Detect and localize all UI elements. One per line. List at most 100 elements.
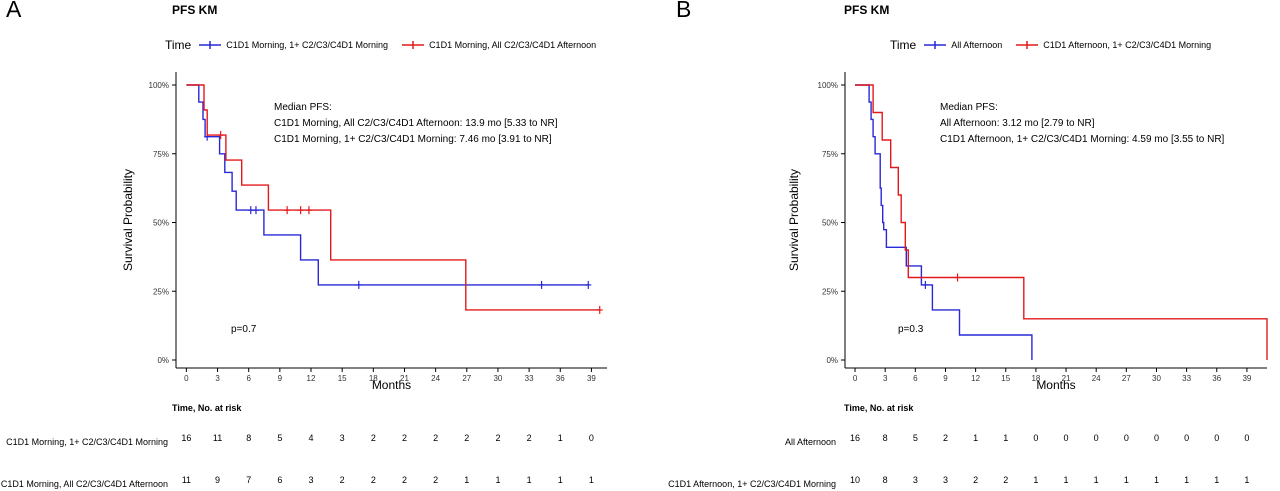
y-tick-label: 0% [157,356,169,365]
risk-value: 1 [589,475,594,485]
legend-title: Time [890,38,917,52]
legend-label: C1D1 Morning, 1+ C2/C3/C4D1 Morning [226,40,389,50]
x-tick-label: 18 [369,374,378,383]
risk-value: 16 [850,433,860,443]
y-axis-label: Survival Probability [121,169,135,271]
x-tick-label: 3 [883,374,888,383]
y-axis-label: Survival Probability [787,169,801,271]
median-pfs-annotation: C1D1 Afternoon, 1+ C2/C3/C4D1 Morning: 4… [940,134,1225,145]
risk-value: 1 [1184,475,1189,485]
risk-value: 1 [1003,433,1008,443]
x-tick-label: 9 [278,374,283,383]
x-tick-label: 6 [246,374,251,383]
risk-value: 1 [495,475,500,485]
risk-value: 1 [558,475,563,485]
panel-letter: B [676,0,692,22]
risk-value: 5 [913,433,918,443]
x-tick-label: 27 [1122,374,1131,383]
risk-value: 4 [309,433,314,443]
x-tick-label: 21 [1062,374,1071,383]
x-tick-label: 36 [1212,374,1221,383]
risk-value: 0 [1244,433,1249,443]
risk-value: 1 [558,433,563,443]
y-tick-label: 75% [822,150,838,159]
risk-value: 8 [883,433,888,443]
risk-value: 3 [913,475,918,485]
y-tick-label: 0% [826,356,838,365]
y-tick-label: 25% [153,287,169,296]
legend: Time All Afternoon C1D1 Afternoon, 1+ C2… [890,38,1225,52]
km-plot: 0%25%50%75%100%0 3 6 9 12 15 18 21 24 27 30 33 36 39M… [787,72,1268,392]
x-tick-label: 15 [338,374,347,383]
x-tick-label: 36 [556,374,565,383]
median-pfs-annotation: C1D1 Morning, 1+ C2/C3/C4D1 Morning: 7.4… [274,134,552,145]
risk-value: 2 [433,433,438,443]
p-value: p=0.3 [898,324,924,335]
risk-value: 2 [433,475,438,485]
risk-value: 2 [371,475,376,485]
legend-item: C1D1 Morning, All C2/C3/C4D1 Afternoon [402,40,596,50]
x-tick-label: 24 [1092,374,1101,383]
risk-value: 3 [340,433,345,443]
x-tick-label: 6 [913,374,918,383]
risk-value: 3 [309,475,314,485]
risk-value: 3 [943,475,948,485]
risk-value: 2 [495,433,500,443]
risk-value: 2 [1003,475,1008,485]
legend-key-red [1016,41,1039,49]
x-tick-label: 39 [587,374,596,383]
risk-value: 2 [402,433,407,443]
risk-value: 1 [1154,475,1159,485]
risk-value: 1 [527,475,532,485]
legend-item: All Afternoon [924,40,1002,50]
p-value: p=0.7 [231,324,257,335]
y-tick-label: 75% [153,150,169,159]
risk-row-label: C1D1 Afternoon, 1+ C2/C3/C4D1 Morning [668,479,836,489]
legend-item: C1D1 Afternoon, 1+ C2/C3/C4D1 Morning [1016,40,1211,50]
risk-row-label: C1D1 Morning, 1+ C2/C3/C4D1 Morning [6,437,168,447]
km-curve [855,84,1033,360]
risk-value: 2 [527,433,532,443]
risk-value: 0 [1184,433,1189,443]
x-tick-label: 21 [400,374,409,383]
risk-row-label: C1D1 Morning, All C2/C3/C4D1 Afternoon [0,479,168,489]
legend: Time C1D1 Morning, 1+ C2/C3/C4D1 Morning… [165,38,610,52]
risk-table: 16 11 8 5 4 3 2 2 2 2 2 2 1 011 9 7 6 3 2 2 2 2 1 1 1 1 1 [181,433,594,485]
risk-value: 10 [850,475,860,485]
km-curve [186,84,600,311]
x-tick-label: 12 [971,374,980,383]
risk-value: 2 [943,433,948,443]
risk-value: 0 [1214,433,1219,443]
y-tick-label: 25% [822,287,838,296]
risk-value: 11 [213,433,222,443]
risk-value: 6 [277,475,282,485]
risk-value: 0 [1033,433,1038,443]
legend-key-red [402,41,425,49]
y-tick-label: 50% [153,219,169,228]
risk-value: 9 [215,475,220,485]
median-pfs-annotation: C1D1 Morning, All C2/C3/C4D1 Afternoon: … [274,118,558,129]
risk-value: 0 [1154,433,1159,443]
x-tick-label: 3 [215,374,220,383]
x-tick-label: 0 [853,374,858,383]
panel-a: A PFS KM Time C1D1 Morning, 1+ C2/C3/C4D… [0,0,610,489]
legend-key-blue [199,41,222,49]
legend-label: C1D1 Morning, All C2/C3/C4D1 Afternoon [429,40,597,50]
x-tick-label: 39 [1242,374,1251,383]
risk-value: 2 [371,433,376,443]
risk-value: 1 [1064,475,1069,485]
risk-table-title: Time, No. at risk [172,403,242,413]
x-tick-label: 33 [525,374,534,383]
legend-key-blue [924,41,947,49]
risk-table-title: Time, No. at risk [844,403,914,413]
risk-value: 0 [1064,433,1069,443]
risk-value: 1 [1244,475,1249,485]
risk-value: 2 [340,475,345,485]
km-plot: 0%25%50%75%100%0 3 6 9 12 15 18 21 24 27 30 33 36 39M… [121,72,607,392]
x-tick-label: 0 [184,374,189,383]
risk-value: 1 [1033,475,1038,485]
panel-b: B PFS KM Time All Afternoon C1D1 Afterno… [668,0,1280,491]
x-tick-label: 24 [431,374,440,383]
legend-label: C1D1 Afternoon, 1+ C2/C3/C4D1 Morning [1043,40,1212,50]
x-tick-label: 18 [1031,374,1040,383]
